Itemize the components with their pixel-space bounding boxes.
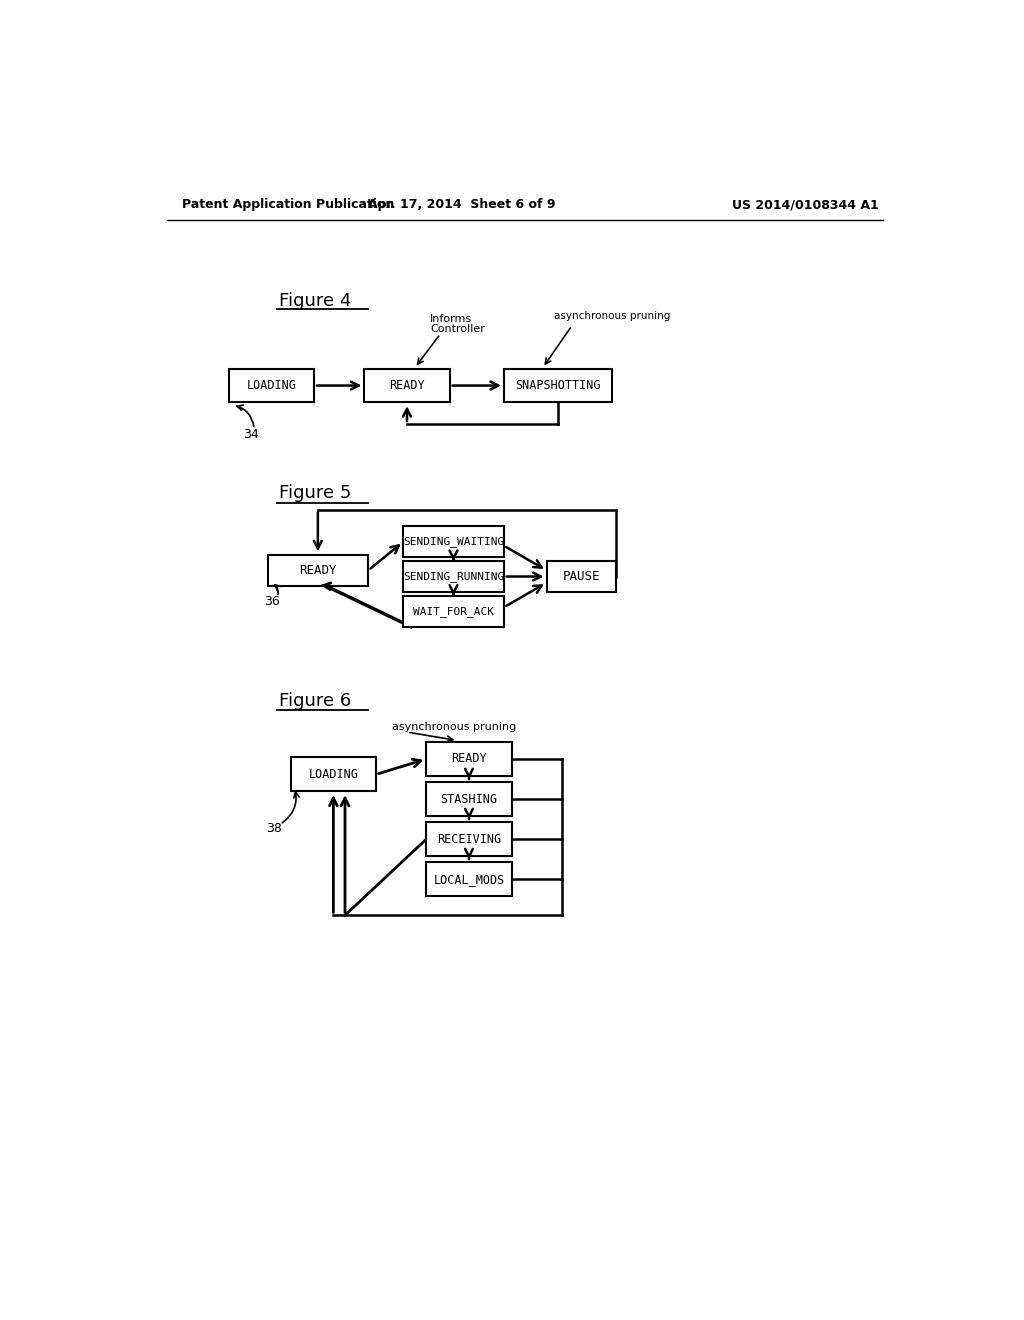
- Text: SENDING_WAITING: SENDING_WAITING: [402, 536, 504, 548]
- Text: PAUSE: PAUSE: [562, 570, 600, 583]
- FancyBboxPatch shape: [403, 595, 504, 627]
- FancyBboxPatch shape: [267, 554, 369, 586]
- Text: Figure 4: Figure 4: [280, 292, 351, 310]
- Text: Informs: Informs: [430, 314, 472, 323]
- Text: WAIT_FOR_ACK: WAIT_FOR_ACK: [413, 606, 494, 616]
- Text: Figure 5: Figure 5: [280, 484, 351, 503]
- Text: asynchronous pruning: asynchronous pruning: [554, 312, 671, 321]
- FancyBboxPatch shape: [365, 368, 450, 403]
- Text: READY: READY: [389, 379, 425, 392]
- Text: READY: READY: [452, 752, 486, 766]
- Text: READY: READY: [299, 564, 337, 577]
- FancyBboxPatch shape: [291, 758, 376, 792]
- Text: Apr. 17, 2014  Sheet 6 of 9: Apr. 17, 2014 Sheet 6 of 9: [368, 198, 555, 211]
- Text: asynchronous pruning: asynchronous pruning: [391, 722, 516, 731]
- Text: 38: 38: [266, 822, 282, 834]
- Text: Controller: Controller: [430, 323, 485, 334]
- Text: 36: 36: [263, 594, 280, 607]
- FancyBboxPatch shape: [426, 862, 512, 896]
- Text: US 2014/0108344 A1: US 2014/0108344 A1: [732, 198, 880, 211]
- FancyBboxPatch shape: [547, 561, 616, 591]
- Text: STASHING: STASHING: [440, 792, 498, 805]
- FancyBboxPatch shape: [403, 527, 504, 557]
- Text: Figure 6: Figure 6: [280, 692, 351, 710]
- FancyBboxPatch shape: [504, 368, 612, 403]
- Text: LOADING: LOADING: [308, 768, 358, 781]
- Text: LOADING: LOADING: [247, 379, 296, 392]
- FancyBboxPatch shape: [403, 561, 504, 591]
- Text: LOCAL_MODS: LOCAL_MODS: [433, 873, 505, 886]
- FancyBboxPatch shape: [228, 368, 314, 403]
- FancyBboxPatch shape: [426, 742, 512, 776]
- Text: Patent Application Publication: Patent Application Publication: [182, 198, 394, 211]
- Text: SNAPSHOTTING: SNAPSHOTTING: [515, 379, 601, 392]
- Text: 34: 34: [243, 428, 258, 441]
- FancyBboxPatch shape: [426, 781, 512, 816]
- Text: SENDING_RUNNING: SENDING_RUNNING: [402, 572, 504, 582]
- Text: RECEIVING: RECEIVING: [437, 833, 501, 846]
- FancyBboxPatch shape: [426, 822, 512, 855]
